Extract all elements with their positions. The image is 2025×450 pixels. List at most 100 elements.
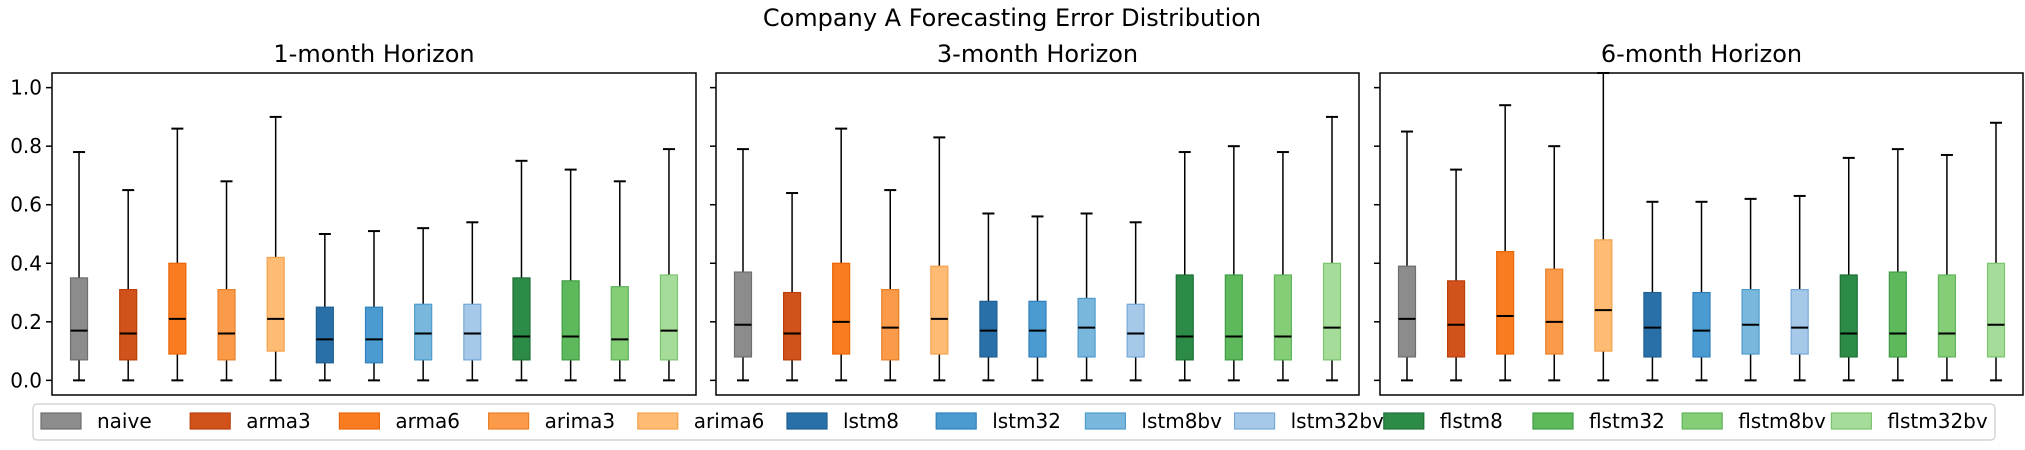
- box-naive: [1397, 130, 1417, 382]
- box-lstm8: [1643, 200, 1662, 382]
- box-body: [1937, 274, 1957, 358]
- legend-label: flstm32bv: [1887, 409, 1987, 433]
- box-body: [1986, 262, 2006, 358]
- box-body: [266, 256, 285, 352]
- legend-label: arma6: [395, 409, 460, 433]
- box-lstm32bv: [1126, 221, 1145, 382]
- legend-item-arma6: arma6: [338, 409, 460, 433]
- box-arima6: [930, 136, 949, 382]
- box-body: [1741, 289, 1760, 355]
- legend-item-flstm8bv: flstm8bv: [1681, 409, 1826, 433]
- box-flstm32bv: [1322, 115, 1342, 382]
- box-arma6: [832, 127, 851, 382]
- y-tick-label: 0.6: [10, 193, 42, 217]
- box-body: [1446, 280, 1466, 358]
- box-body: [1273, 274, 1293, 361]
- legend-item-flstm32bv: flstm32bv: [1830, 409, 1988, 433]
- box-body: [364, 306, 384, 364]
- box-lstm8bv: [414, 227, 433, 382]
- legend-item-naive: naive: [40, 409, 152, 433]
- box-flstm32: [561, 168, 580, 382]
- legend-swatch: [488, 412, 530, 430]
- box-flstm8: [1839, 156, 1858, 382]
- box-body: [1545, 268, 1564, 355]
- panels: 1-month Horizon 0.0 0.2 0.4 0.6 0.8 1.0 3-month…: [10, 40, 2024, 396]
- box-arma3: [782, 192, 802, 382]
- box-lstm8bv: [1077, 212, 1096, 382]
- axes-frame: [715, 72, 1360, 396]
- axes-frame: [1379, 72, 2024, 396]
- panel-2: 3-month Horizon: [710, 40, 1360, 396]
- box-flstm32: [1224, 145, 1243, 382]
- legend-swatch: [338, 412, 380, 430]
- legend-item-flstm32: flstm32: [1532, 409, 1665, 433]
- box-flstm8bv: [610, 180, 629, 382]
- legend-label: lstm8: [843, 409, 899, 433]
- box-arima3: [881, 189, 900, 382]
- box-flstm32bv: [659, 148, 679, 382]
- box-body: [659, 274, 679, 361]
- box-arima3: [1545, 145, 1564, 382]
- box-body: [1496, 250, 1515, 355]
- panel-3: 6-month Horizon: [1374, 40, 2024, 396]
- box-arma6: [168, 127, 187, 382]
- box-lstm8: [315, 233, 334, 382]
- legend-swatch: [1681, 412, 1723, 430]
- box-flstm8bv: [1273, 151, 1293, 382]
- box-body: [414, 303, 433, 361]
- y-tick-label: 0.2: [10, 310, 42, 334]
- panel-1: 1-month Horizon 0.0 0.2 0.4 0.6 0.8 1.0: [10, 40, 697, 396]
- legend-label: lstm32bv: [1291, 409, 1384, 433]
- box-flstm32: [1888, 148, 1907, 382]
- box-arma3: [1446, 168, 1466, 382]
- box-body: [832, 262, 851, 355]
- legend-label: lstm32: [992, 409, 1061, 433]
- legend-swatch: [1830, 412, 1873, 430]
- legend-swatch: [1383, 412, 1425, 430]
- box-body: [1322, 262, 1342, 361]
- legend-label: lstm8bv: [1141, 409, 1222, 433]
- legend-swatch: [1233, 412, 1276, 430]
- legend-swatch: [786, 412, 828, 430]
- legend-label: arima3: [545, 409, 616, 433]
- legend-item-lstm32bv: lstm32bv: [1233, 409, 1384, 433]
- box-body: [315, 306, 334, 364]
- box-body: [782, 291, 802, 361]
- box-body: [168, 262, 187, 355]
- figure-title: Company A Forecasting Error Distribution: [763, 4, 1261, 32]
- box-body: [1175, 274, 1194, 361]
- box-lstm32bv: [463, 221, 482, 382]
- legend: naive arma3 arma6 arima3 arima6 lstm8 lstm32 ls…: [32, 403, 1996, 441]
- box-arma6: [1496, 104, 1515, 382]
- legend-item-lstm8bv: lstm8bv: [1084, 409, 1222, 433]
- box-body: [1888, 271, 1907, 358]
- box-body: [1126, 303, 1145, 358]
- panel-title: 3-month Horizon: [937, 40, 1138, 68]
- box-flstm8: [1175, 151, 1194, 382]
- legend-swatch: [935, 412, 977, 430]
- box-arima6: [266, 115, 285, 382]
- y-tick-label: 0.4: [10, 251, 42, 275]
- box-body: [512, 277, 531, 361]
- legend-swatch: [637, 412, 679, 430]
- legend-label: flstm32: [1589, 409, 1665, 433]
- box-body: [1594, 239, 1613, 352]
- legend-label: arma3: [246, 409, 311, 433]
- box-body: [733, 271, 753, 358]
- legend-label: naive: [97, 409, 152, 433]
- legend-swatch: [189, 412, 231, 430]
- y-tick-label: 1.0: [10, 76, 42, 100]
- box-body: [1224, 274, 1243, 361]
- legend-item-arima3: arima3: [488, 409, 616, 433]
- box-body: [119, 289, 138, 361]
- y-tick-label: 0.0: [10, 368, 42, 392]
- box-body: [1028, 300, 1047, 358]
- legend-item-arima6: arima6: [637, 409, 764, 433]
- box-flstm8: [512, 159, 531, 382]
- legend-label: flstm8: [1440, 409, 1503, 433]
- box-body: [463, 303, 482, 361]
- legend-item-lstm32: lstm32: [935, 409, 1061, 433]
- box-lstm32: [364, 230, 384, 382]
